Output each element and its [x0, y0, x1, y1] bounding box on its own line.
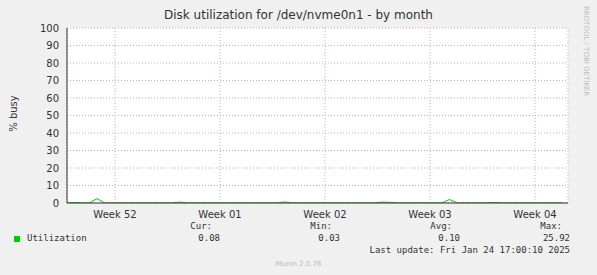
svg-text:10: 10 — [46, 180, 59, 191]
html-text:25.92: 25.92 — [542, 233, 570, 243]
html-text:Munin 2.0.76: Munin 2.0.76 — [275, 260, 322, 268]
svg-text:20: 20 — [46, 163, 59, 174]
svg-text:70: 70 — [46, 75, 59, 86]
svg-text:40: 40 — [46, 128, 59, 139]
svg-text:0: 0 — [53, 198, 59, 209]
html-text:% busy: % busy — [7, 95, 19, 132]
svg-text:100: 100 — [40, 23, 59, 34]
html-text:Cur:: Cur: — [190, 221, 212, 231]
html-text:0.03: 0.03 — [318, 233, 340, 243]
svg-text:50: 50 — [46, 110, 59, 121]
html-text:RRDTOOL / TOBI OETIKER: RRDTOOL / TOBI OETIKER — [582, 6, 590, 97]
html-text:Avg:: Avg: — [430, 221, 452, 231]
svg-text:Week 52: Week 52 — [93, 209, 136, 220]
html-text:Utilization: Utilization — [27, 233, 87, 243]
html-text:Max:: Max: — [540, 221, 562, 231]
html-text:Last update: Fri Jan 24 17:00:: Last update: Fri Jan 24 17:00:10 2025 — [369, 245, 570, 255]
svg-text:Week 01: Week 01 — [198, 209, 241, 220]
svg-text:80: 80 — [46, 58, 59, 69]
svg-text:Week 04: Week 04 — [513, 209, 556, 220]
html-text:Disk utilization for /dev/nvme: Disk utilization for /dev/nvme0n1 - by m… — [164, 8, 433, 22]
svg-text:Week 03: Week 03 — [408, 209, 451, 220]
svg-text:30: 30 — [46, 145, 59, 156]
html-text:0.08: 0.08 — [198, 233, 220, 243]
html-text:Min:: Min: — [310, 221, 332, 231]
svg-text:60: 60 — [46, 93, 59, 104]
html-text:0.10: 0.10 — [438, 233, 460, 243]
svg-text:Week 02: Week 02 — [303, 209, 346, 220]
svg-text:90: 90 — [46, 40, 59, 51]
